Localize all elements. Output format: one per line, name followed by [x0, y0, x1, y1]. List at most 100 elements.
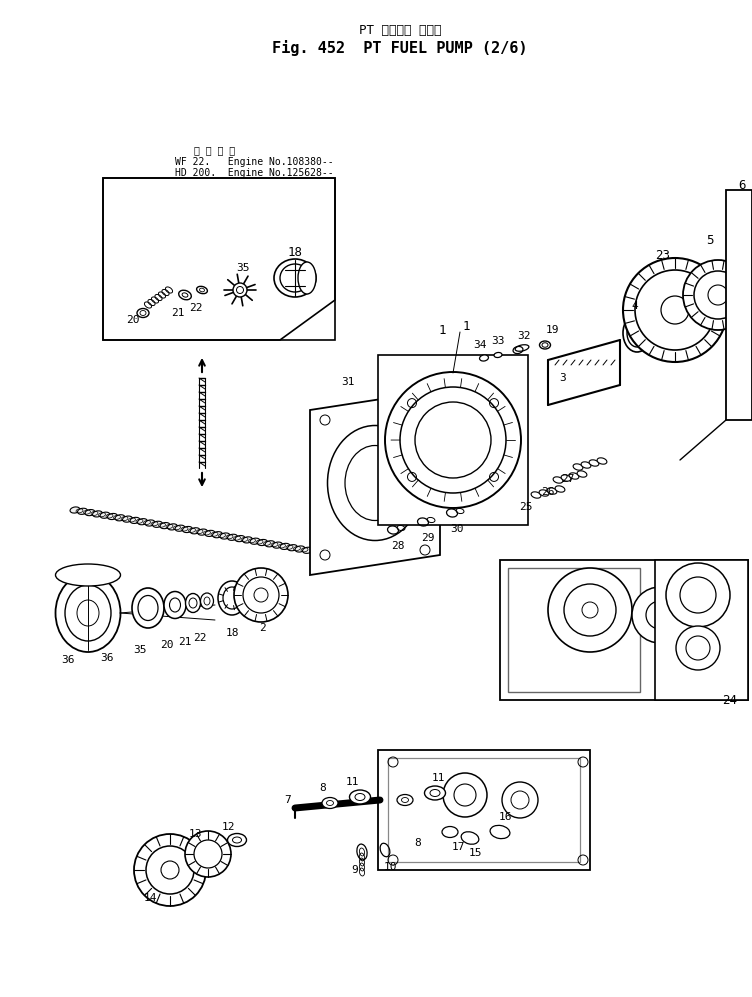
- Text: 20: 20: [126, 315, 140, 325]
- Ellipse shape: [228, 534, 238, 540]
- Text: 7: 7: [284, 795, 291, 805]
- Ellipse shape: [198, 529, 208, 535]
- Ellipse shape: [132, 588, 164, 628]
- Ellipse shape: [250, 538, 260, 544]
- Text: Fig. 452  PT FUEL PUMP (2/6): Fig. 452 PT FUEL PUMP (2/6): [272, 40, 528, 56]
- Ellipse shape: [108, 513, 117, 519]
- Ellipse shape: [189, 598, 197, 608]
- Text: 12: 12: [221, 822, 235, 832]
- Text: 4: 4: [632, 301, 638, 311]
- Ellipse shape: [145, 519, 155, 526]
- Text: 17: 17: [451, 842, 465, 852]
- Ellipse shape: [627, 319, 647, 347]
- Ellipse shape: [542, 343, 548, 347]
- Text: 28: 28: [391, 541, 405, 551]
- Ellipse shape: [397, 795, 413, 806]
- Ellipse shape: [326, 801, 333, 806]
- Text: 36: 36: [61, 655, 74, 665]
- Ellipse shape: [85, 509, 95, 515]
- Circle shape: [694, 271, 742, 319]
- Circle shape: [708, 285, 728, 305]
- Ellipse shape: [350, 790, 371, 804]
- Text: 35: 35: [236, 263, 250, 273]
- Text: PT フェエル ボンプ: PT フェエル ボンプ: [359, 24, 441, 37]
- Polygon shape: [378, 355, 528, 525]
- Ellipse shape: [77, 508, 87, 514]
- Ellipse shape: [220, 533, 230, 539]
- Circle shape: [415, 402, 491, 478]
- Ellipse shape: [480, 355, 489, 361]
- Circle shape: [400, 387, 506, 493]
- Text: 35: 35: [133, 645, 147, 655]
- Ellipse shape: [633, 327, 641, 339]
- Text: WF 22.   Engine No.108380--: WF 22. Engine No.108380--: [175, 157, 334, 167]
- Ellipse shape: [130, 517, 140, 523]
- Ellipse shape: [589, 460, 599, 467]
- Circle shape: [185, 831, 231, 877]
- Ellipse shape: [302, 547, 312, 553]
- Text: 14: 14: [143, 893, 156, 903]
- Text: 34: 34: [473, 340, 487, 350]
- Text: 8: 8: [320, 783, 326, 793]
- Circle shape: [548, 568, 632, 652]
- Ellipse shape: [213, 531, 223, 537]
- Text: 8: 8: [414, 838, 421, 848]
- Ellipse shape: [280, 543, 290, 549]
- Ellipse shape: [182, 293, 188, 297]
- Text: 5: 5: [706, 233, 714, 246]
- Text: 10: 10: [384, 862, 397, 872]
- Ellipse shape: [168, 523, 177, 530]
- Circle shape: [454, 784, 476, 806]
- Circle shape: [686, 636, 710, 660]
- Circle shape: [233, 283, 247, 297]
- Ellipse shape: [295, 546, 305, 552]
- Text: 22: 22: [193, 633, 207, 643]
- Ellipse shape: [430, 790, 440, 797]
- Ellipse shape: [539, 490, 549, 497]
- Ellipse shape: [577, 471, 587, 478]
- Ellipse shape: [494, 353, 502, 358]
- Circle shape: [243, 577, 279, 613]
- Ellipse shape: [553, 477, 563, 484]
- Ellipse shape: [555, 486, 565, 493]
- Circle shape: [194, 840, 222, 868]
- Text: HD 200.  Engine No.125628--: HD 200. Engine No.125628--: [175, 168, 334, 178]
- Ellipse shape: [280, 264, 310, 292]
- Text: 24: 24: [723, 694, 738, 707]
- Ellipse shape: [160, 522, 170, 528]
- Ellipse shape: [573, 464, 583, 471]
- Ellipse shape: [56, 574, 120, 652]
- Text: 21: 21: [178, 637, 192, 647]
- Circle shape: [666, 563, 730, 627]
- Ellipse shape: [287, 544, 298, 550]
- Text: 2: 2: [259, 623, 265, 633]
- Polygon shape: [726, 190, 752, 420]
- Circle shape: [443, 773, 487, 817]
- Text: 36: 36: [100, 653, 114, 663]
- Ellipse shape: [597, 458, 607, 465]
- Ellipse shape: [183, 526, 193, 532]
- Circle shape: [680, 577, 716, 613]
- Ellipse shape: [218, 581, 246, 615]
- Ellipse shape: [70, 506, 80, 513]
- Ellipse shape: [569, 473, 579, 480]
- Ellipse shape: [175, 525, 185, 531]
- Circle shape: [234, 568, 288, 622]
- Text: 15: 15: [468, 848, 482, 858]
- Text: 33: 33: [491, 336, 505, 346]
- Ellipse shape: [243, 536, 253, 543]
- Ellipse shape: [138, 595, 158, 620]
- Text: 11: 11: [345, 777, 359, 787]
- Ellipse shape: [298, 262, 316, 294]
- Ellipse shape: [205, 530, 215, 536]
- Text: 19: 19: [545, 325, 559, 335]
- Ellipse shape: [257, 539, 268, 545]
- Ellipse shape: [345, 446, 405, 520]
- Ellipse shape: [100, 512, 110, 518]
- Ellipse shape: [235, 535, 245, 541]
- Ellipse shape: [272, 542, 283, 548]
- Ellipse shape: [201, 593, 214, 609]
- Ellipse shape: [355, 794, 365, 801]
- Circle shape: [661, 296, 689, 324]
- Ellipse shape: [153, 521, 162, 527]
